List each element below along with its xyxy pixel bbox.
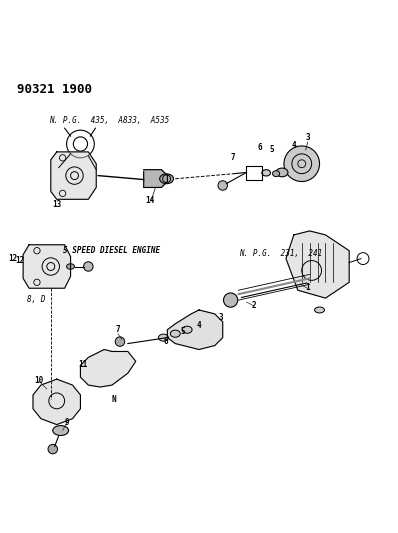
Text: 6: 6 [163,336,168,345]
Text: N. P.G.  231,  241: N. P.G. 231, 241 [238,249,322,258]
Text: 14: 14 [145,196,154,205]
Polygon shape [33,379,80,425]
Text: 7: 7 [230,153,235,162]
Text: N. P.G.  435,  A833,  A535: N. P.G. 435, A833, A535 [49,116,169,125]
Ellipse shape [53,425,68,435]
Text: 3: 3 [305,133,310,142]
Text: 4: 4 [292,141,296,150]
Polygon shape [80,350,136,387]
Ellipse shape [273,171,280,176]
Circle shape [84,262,93,271]
Circle shape [224,293,238,307]
Text: 12: 12 [9,254,18,263]
Text: 4: 4 [197,321,201,330]
Ellipse shape [160,174,174,184]
Circle shape [218,181,227,190]
Text: 9: 9 [64,418,69,427]
Text: 6: 6 [258,143,263,152]
Text: 5 SPEED DIESEL ENGINE: 5 SPEED DIESEL ENGINE [62,246,160,255]
Ellipse shape [276,168,288,177]
Polygon shape [144,169,168,188]
Polygon shape [286,231,349,298]
Polygon shape [168,310,223,350]
Text: 13: 13 [52,200,61,209]
Text: 8, D: 8, D [27,295,46,304]
Text: 7: 7 [116,325,120,334]
Text: 11: 11 [78,360,87,369]
Ellipse shape [182,326,192,333]
Polygon shape [23,245,70,288]
Text: N: N [112,394,116,403]
Circle shape [284,146,320,182]
Text: 2: 2 [252,301,257,310]
Ellipse shape [170,330,180,337]
Ellipse shape [314,307,324,313]
Text: 90321 1900: 90321 1900 [17,83,92,96]
Circle shape [115,337,125,346]
Text: 5: 5 [181,327,185,336]
Text: 1: 1 [305,283,310,292]
Ellipse shape [262,169,271,176]
Polygon shape [51,152,96,199]
Text: 10: 10 [34,376,43,385]
Text: 12: 12 [16,255,25,264]
Circle shape [48,445,57,454]
Ellipse shape [66,264,74,269]
Text: 3: 3 [219,313,223,322]
Ellipse shape [158,334,168,341]
Text: 5: 5 [270,145,275,154]
